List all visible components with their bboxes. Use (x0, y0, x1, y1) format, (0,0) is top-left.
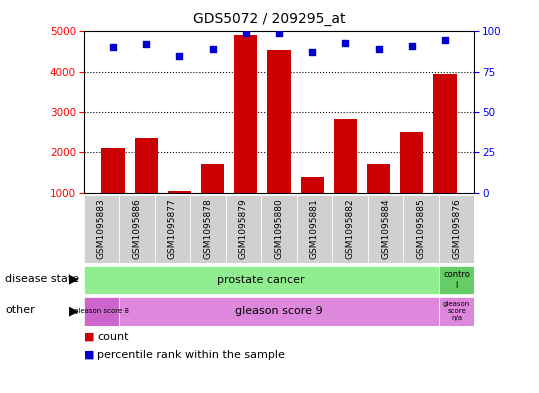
Bar (261, 195, 296, 263)
Bar (155, 195, 190, 263)
Bar (84, 195, 119, 263)
Bar (267, 50, 291, 193)
Text: GSM1095881: GSM1095881 (310, 198, 319, 259)
Bar (334, 119, 357, 193)
Bar (168, 191, 191, 193)
Bar (119, 297, 439, 325)
Text: contro
l: contro l (443, 270, 470, 290)
Text: gleason score 8: gleason score 8 (74, 309, 129, 314)
Point (341, 40, 350, 46)
Point (407, 42, 416, 49)
Text: GSM1095876: GSM1095876 (452, 198, 461, 259)
Text: GSM1095884: GSM1095884 (381, 198, 390, 259)
Bar (135, 138, 158, 193)
Point (440, 37, 449, 44)
Point (241, 30, 250, 36)
Bar (226, 195, 261, 263)
Text: gleason score 9: gleason score 9 (235, 307, 323, 316)
Text: prostate cancer: prostate cancer (217, 275, 305, 285)
Bar (84, 297, 119, 325)
Point (208, 46, 217, 52)
Point (308, 48, 316, 55)
Bar (439, 266, 474, 294)
Bar (439, 195, 474, 263)
Point (142, 41, 150, 48)
Text: ▶: ▶ (68, 304, 78, 317)
Bar (332, 195, 368, 263)
Bar (201, 164, 224, 193)
Point (374, 46, 383, 52)
Text: percentile rank within the sample: percentile rank within the sample (97, 350, 285, 360)
Text: GSM1095886: GSM1095886 (133, 198, 141, 259)
Bar (296, 195, 332, 263)
Text: ■: ■ (84, 332, 94, 342)
Bar (101, 148, 125, 193)
Bar (368, 195, 403, 263)
Bar (400, 132, 423, 193)
Text: GSM1095879: GSM1095879 (239, 198, 248, 259)
Text: disease state: disease state (5, 274, 80, 284)
Text: other: other (5, 305, 35, 316)
Text: gleason
score
n/a: gleason score n/a (443, 301, 470, 321)
Bar (367, 164, 390, 193)
Bar (433, 74, 457, 193)
Text: GDS5072 / 209295_at: GDS5072 / 209295_at (194, 12, 345, 26)
Text: GSM1095878: GSM1095878 (203, 198, 212, 259)
Text: ■: ■ (84, 350, 94, 360)
Text: GSM1095880: GSM1095880 (274, 198, 284, 259)
Text: ▶: ▶ (68, 272, 78, 286)
Text: GSM1095877: GSM1095877 (168, 198, 177, 259)
Bar (234, 35, 257, 193)
Text: count: count (97, 332, 128, 342)
Bar (403, 195, 439, 263)
Text: GSM1095885: GSM1095885 (417, 198, 425, 259)
Point (175, 53, 184, 60)
Bar (119, 195, 155, 263)
Bar (301, 177, 324, 193)
Point (275, 30, 284, 37)
Bar (439, 297, 474, 325)
Point (109, 44, 118, 50)
Text: GSM1095883: GSM1095883 (97, 198, 106, 259)
Text: GSM1095882: GSM1095882 (345, 198, 355, 259)
Bar (190, 195, 226, 263)
